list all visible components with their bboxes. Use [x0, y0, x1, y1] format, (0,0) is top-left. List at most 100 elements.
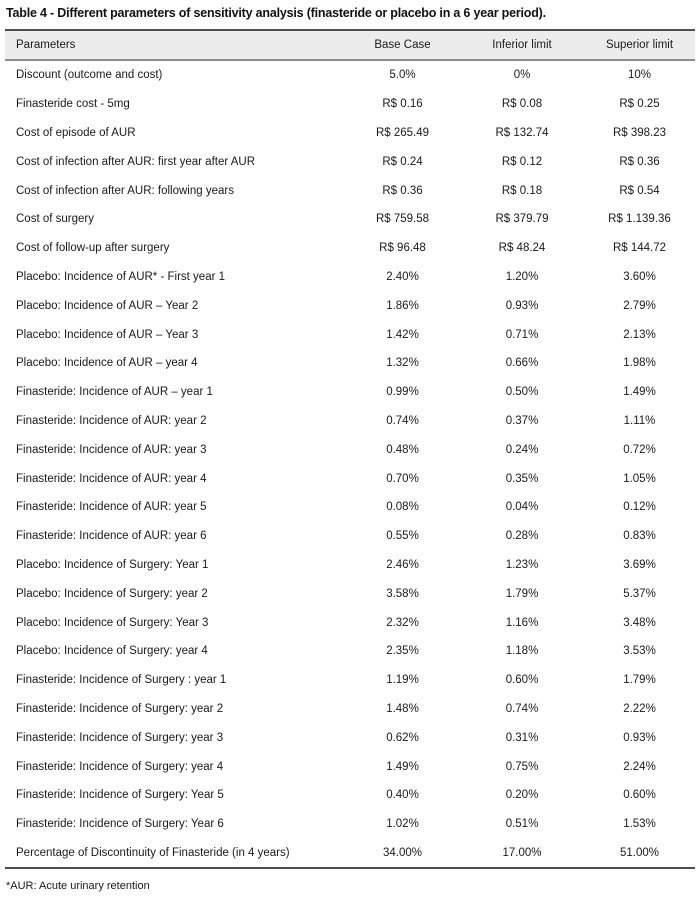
- value-cell: 0.08%: [386, 501, 419, 514]
- value-cell: 0.99%: [386, 386, 419, 399]
- value-cell: R$ 0.25: [619, 98, 660, 111]
- value-cell: R$ 1.139.36: [608, 213, 671, 226]
- parameter-cell: Placebo: Incidence of Surgery: year 2: [16, 587, 208, 600]
- value-cell: R$ 48.24: [498, 242, 546, 255]
- value-cell: 2.13%: [623, 328, 656, 341]
- table-row: Finasteride: Incidence of AUR – year 1 0.…: [5, 378, 695, 407]
- parameter-cell: Finasteride: Incidence of Surgery: year …: [16, 731, 224, 744]
- value-cell: 1.20%: [505, 270, 539, 283]
- value-cell: R$ 0.54: [619, 184, 660, 197]
- value-cell: 1.02%: [386, 818, 419, 831]
- value-cell: R$ 265.49: [375, 126, 430, 139]
- value-cell: 10%: [627, 69, 652, 82]
- sensitivity-analysis-table: Parameters Base Case Inferior limit Supe…: [5, 29, 695, 870]
- parameter-cell: Placebo: Incidence of Surgery: Year 3: [16, 616, 209, 629]
- value-cell: 1.11%: [623, 414, 656, 427]
- value-cell: 0.28%: [505, 530, 539, 543]
- value-cell: 0.51%: [505, 818, 539, 831]
- value-cell: 2.40%: [386, 270, 419, 283]
- value-cell: 0.60%: [623, 789, 656, 802]
- parameter-cell: Finasteride: Incidence of Surgery: year …: [16, 760, 224, 773]
- value-cell: 1.19%: [386, 674, 419, 687]
- table-row: Cost of infection after AUR: following y…: [5, 176, 695, 205]
- table-row: Percentage of Discontinuity of Finasteri…: [5, 839, 695, 869]
- table-row: Placebo: Incidence of Surgery: year 4 2.3…: [5, 637, 695, 666]
- value-cell: 1.42%: [386, 328, 419, 341]
- value-cell: 3.58%: [386, 587, 419, 600]
- table-row: Finasteride: Incidence of Surgery: Year …: [5, 781, 695, 810]
- table-row: Placebo: Incidence of AUR – Year 2 1.86% 0…: [5, 291, 695, 320]
- value-cell: 34.00%: [382, 846, 422, 859]
- value-cell: 1.53%: [623, 818, 656, 831]
- table-row: Finasteride: Incidence of AUR: year 6 0.5…: [5, 522, 695, 551]
- value-cell: 0.48%: [386, 443, 419, 456]
- value-cell: 0.24%: [505, 443, 539, 456]
- parameter-cell: Placebo: Incidence of AUR* - First year …: [16, 270, 226, 283]
- table-row: Cost of follow-up after surgery R$ 96.48 R…: [5, 234, 695, 263]
- value-cell: 0.50%: [505, 386, 539, 399]
- value-cell: 2.35%: [386, 645, 419, 658]
- value-cell: 0.74%: [505, 702, 539, 715]
- value-cell: 0.66%: [505, 357, 539, 370]
- table-row: Finasteride: Incidence of AUR: year 5 0.0…: [5, 493, 695, 522]
- value-cell: 3.69%: [623, 558, 656, 571]
- parameter-cell: Placebo: Incidence of AUR – Year 3: [16, 328, 199, 341]
- value-cell: 0.31%: [505, 731, 539, 744]
- value-cell: R$ 144.72: [612, 242, 667, 255]
- header-row: Parameters Base Case Inferior limit Supe…: [5, 30, 695, 60]
- value-cell: 5.0%: [389, 69, 416, 82]
- table-title: Table 4 - Different parameters of sensit…: [6, 6, 546, 20]
- value-cell: 3.48%: [623, 616, 656, 629]
- table-row: Finasteride cost - 5mg R$ 0.16 R$ 0.08 R$ 0…: [5, 90, 695, 119]
- value-cell: 1.05%: [623, 472, 656, 485]
- parameter-cell: Placebo: Incidence of AUR – year 4: [16, 357, 198, 370]
- value-cell: R$ 0.24: [382, 155, 423, 168]
- table-row: Cost of surgery R$ 759.58 R$ 379.79 R$ 1.13…: [5, 205, 695, 234]
- column-header-base-case: Base Case: [374, 39, 431, 51]
- column-header-inferior-limit: Inferior limit: [492, 39, 552, 51]
- value-cell: 51.00%: [619, 846, 659, 859]
- table-row: Cost of episode of AUR R$ 265.49 R$ 132.74…: [5, 119, 695, 148]
- value-cell: 0.04%: [505, 501, 539, 514]
- value-cell: R$ 96.48: [379, 242, 426, 255]
- value-cell: 0.37%: [505, 414, 539, 427]
- table-row: Discount (outcome and cost) 5.0% 0% 10%: [5, 60, 695, 90]
- parameter-cell: Cost of episode of AUR: [16, 126, 136, 139]
- value-cell: 0.93%: [505, 299, 539, 312]
- value-cell: 1.79%: [623, 674, 656, 687]
- value-cell: 2.22%: [623, 702, 656, 715]
- parameter-cell: Cost of surgery: [16, 213, 94, 226]
- value-cell: 0.72%: [623, 443, 656, 456]
- table-row: Finasteride: Incidence of Surgery: year …: [5, 752, 695, 781]
- table-row: Placebo: Incidence of Surgery: Year 3 2.3…: [5, 608, 695, 637]
- value-cell: R$ 379.79: [495, 213, 549, 226]
- parameter-cell: Percentage of Discontinuity of Finasteri…: [16, 846, 290, 859]
- value-cell: 0.62%: [386, 731, 419, 744]
- value-cell: 0.40%: [386, 789, 419, 802]
- value-cell: R$ 0.36: [382, 184, 423, 197]
- parameter-cell: Finasteride: Incidence of AUR: year 4: [16, 472, 207, 485]
- value-cell: 1.86%: [386, 299, 419, 312]
- value-cell: 0.35%: [505, 472, 539, 485]
- table-body: Discount (outcome and cost) 5.0% 0% 10% Fina…: [5, 60, 695, 868]
- value-cell: 17.00%: [502, 846, 542, 859]
- table-row: Cost of infection after AUR: first year …: [5, 147, 695, 176]
- parameter-cell: Finasteride cost - 5mg: [16, 98, 130, 111]
- parameter-cell: Finasteride: Incidence of AUR: year 5: [16, 501, 207, 514]
- value-cell: 0.70%: [386, 472, 419, 485]
- column-header-parameters: Parameters: [16, 39, 76, 51]
- table-row: Finasteride: Incidence of AUR: year 3 0.4…: [5, 435, 695, 464]
- value-cell: 1.49%: [386, 760, 419, 773]
- parameter-cell: Finasteride: Incidence of Surgery : year…: [16, 674, 227, 687]
- parameter-cell: Finasteride: Incidence of AUR: year 6: [16, 530, 207, 543]
- parameter-cell: Placebo: Incidence of Surgery: year 4: [16, 645, 208, 658]
- value-cell: 3.53%: [623, 645, 656, 658]
- value-cell: 0.55%: [386, 530, 419, 543]
- table-row: Finasteride: Incidence of AUR: year 4 0.7…: [5, 464, 695, 493]
- parameter-cell: Placebo: Incidence of Surgery: Year 1: [16, 558, 209, 571]
- parameter-cell: Finasteride: Incidence of Surgery: year …: [16, 702, 224, 715]
- value-cell: 3.60%: [623, 270, 656, 283]
- value-cell: 5.37%: [623, 587, 656, 600]
- value-cell: R$ 0.08: [501, 98, 543, 111]
